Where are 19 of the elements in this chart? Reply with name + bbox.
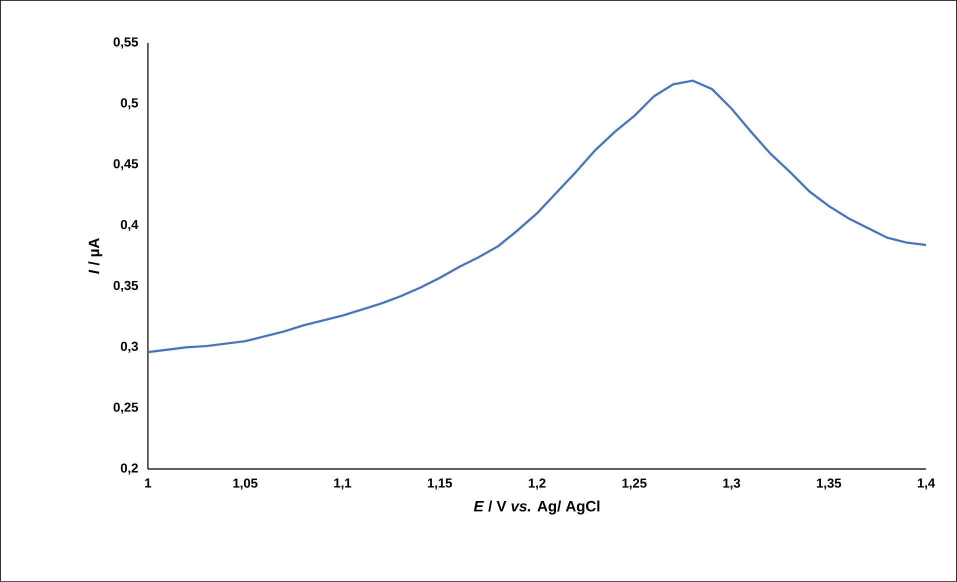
x-tick-label: 1,4 [918,478,936,490]
y-tick-label: 0,3 [120,342,138,353]
y-tick-label: 0,35 [114,280,138,292]
x-tick-label: 1,3 [723,478,740,490]
y-tick-label: 0,5 [120,98,138,110]
y-tick-label: 0,45 [114,159,138,170]
y-tick-label: 0,25 [114,402,138,414]
y-tick-label: 0,2 [120,463,138,475]
x-tick-label: 1,2 [528,478,546,490]
x-tick-label: 1,25 [622,478,647,490]
x-tick-label: 1,05 [233,478,258,490]
y-axis-title: I / µA [88,238,102,274]
y-tick-label: 0,4 [120,220,138,232]
y-tick-label: 0,55 [114,37,138,48]
x-axis-title: E / V vs. Ag/ AgCl [474,500,600,515]
x-tick-label: 1,35 [816,478,842,490]
x-tick-label: 1,1 [334,478,352,490]
x-tick-label: 1 [145,478,152,488]
x-tick-label: 1,15 [428,478,452,490]
